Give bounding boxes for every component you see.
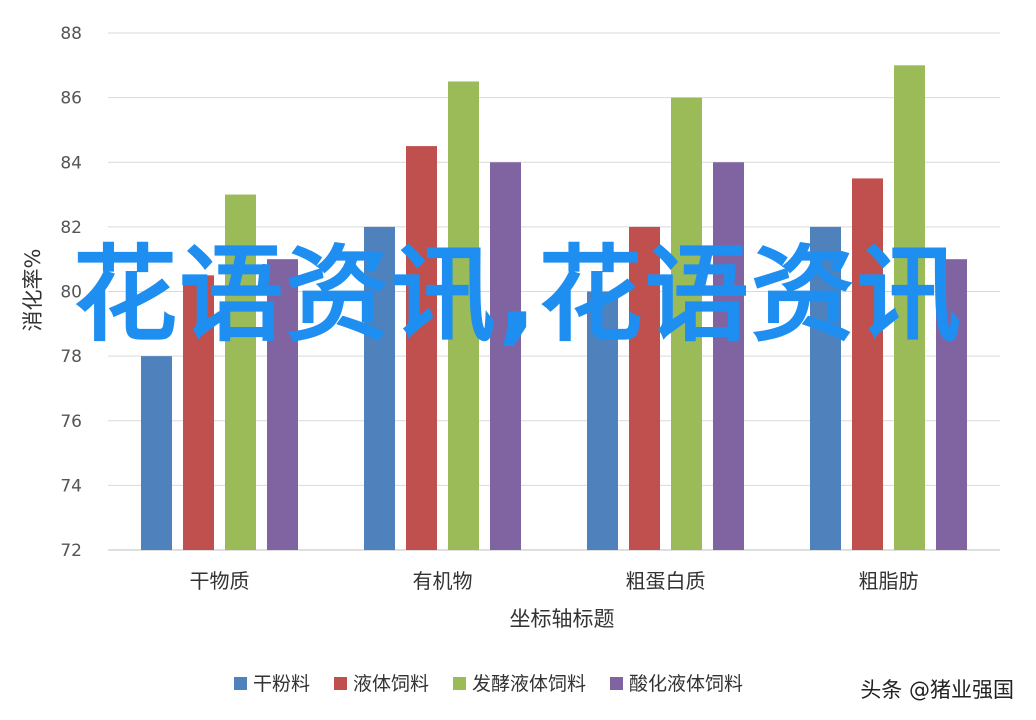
legend-swatch: [334, 677, 347, 690]
y-axis-title: 消化率%: [21, 249, 45, 332]
legend-label: 干粉料: [253, 673, 310, 695]
legend-label: 酸化液体饲料: [629, 673, 743, 695]
x-category-label: 有机物: [413, 569, 473, 593]
legend-swatch: [453, 677, 466, 690]
legend-label: 液体饲料: [353, 673, 429, 695]
bar: [490, 162, 521, 550]
bar: [267, 259, 298, 550]
bar: [629, 226, 660, 550]
legend-label: 发酵液体饲料: [472, 673, 586, 695]
x-category-label: 粗脂肪: [859, 569, 919, 593]
y-axis-ticks: 72 74 76 78 80 82 84 86 88: [60, 24, 82, 561]
bar: [141, 356, 172, 550]
y-tick-label: 82: [60, 218, 82, 238]
bar: [364, 226, 395, 550]
y-tick-label: 72: [60, 541, 82, 561]
y-tick-label: 88: [60, 24, 82, 44]
y-tick-label: 74: [60, 476, 82, 496]
x-axis-categories: 干物质 有机物 粗蛋白质 粗脂肪: [190, 569, 919, 593]
bars: [141, 65, 967, 550]
bar: [936, 259, 967, 550]
bar: [448, 81, 479, 550]
x-axis-title: 坐标轴标题: [510, 607, 615, 631]
source-watermark: 头条 @猪业强国: [860, 678, 1014, 702]
bar: [587, 291, 618, 550]
y-tick-label: 84: [60, 153, 82, 173]
x-category-label: 粗蛋白质: [626, 569, 706, 593]
legend-swatch: [234, 677, 247, 690]
bar: [713, 162, 744, 550]
x-category-label: 干物质: [190, 569, 250, 593]
y-tick-label: 78: [60, 347, 82, 367]
bar: [852, 178, 883, 550]
bar: [894, 65, 925, 550]
y-tick-label: 80: [60, 283, 82, 303]
y-tick-label: 86: [60, 89, 82, 109]
bar: [225, 194, 256, 550]
bar: [810, 226, 841, 550]
bar: [671, 97, 702, 550]
bar: [406, 146, 437, 550]
bar: [183, 275, 214, 550]
y-tick-label: 76: [60, 412, 82, 432]
legend-swatch: [610, 677, 623, 690]
legend: 干粉料 液体饲料 发酵液体饲料 酸化液体饲料: [234, 673, 743, 695]
grid-lines: [108, 32, 1000, 551]
